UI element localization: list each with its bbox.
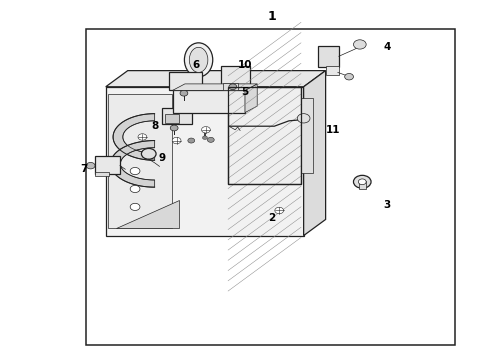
Bar <box>228 87 301 184</box>
Text: 10: 10 <box>238 60 252 70</box>
Circle shape <box>353 175 371 188</box>
Polygon shape <box>113 114 155 160</box>
Bar <box>106 87 304 235</box>
Polygon shape <box>172 84 257 90</box>
Text: 5: 5 <box>242 87 248 97</box>
Text: 2: 2 <box>268 213 275 222</box>
Circle shape <box>358 179 366 185</box>
Circle shape <box>297 114 310 123</box>
Bar <box>301 98 314 173</box>
Bar <box>223 83 238 90</box>
Bar <box>228 87 301 184</box>
Ellipse shape <box>189 47 208 72</box>
Bar <box>108 94 172 228</box>
Polygon shape <box>111 140 155 187</box>
Circle shape <box>130 185 140 193</box>
Circle shape <box>86 162 95 169</box>
Bar <box>169 72 202 90</box>
Bar <box>228 87 301 184</box>
Circle shape <box>138 134 147 140</box>
Circle shape <box>142 148 156 159</box>
Bar <box>86 30 455 345</box>
Circle shape <box>353 40 366 49</box>
Bar <box>318 45 339 67</box>
Circle shape <box>130 167 140 175</box>
Circle shape <box>207 137 214 142</box>
Circle shape <box>229 84 237 90</box>
Bar <box>165 114 178 123</box>
Polygon shape <box>116 200 179 228</box>
Bar <box>220 66 250 84</box>
Text: 8: 8 <box>151 121 158 131</box>
Circle shape <box>344 73 353 80</box>
Bar <box>172 90 245 113</box>
Bar <box>95 172 109 176</box>
Circle shape <box>202 136 207 139</box>
Circle shape <box>180 90 188 96</box>
Text: 6: 6 <box>193 60 200 70</box>
Polygon shape <box>106 71 326 87</box>
Ellipse shape <box>184 43 213 77</box>
Circle shape <box>130 203 140 211</box>
Circle shape <box>201 127 210 133</box>
Circle shape <box>172 137 181 144</box>
Bar <box>326 66 339 75</box>
Text: 3: 3 <box>383 200 391 210</box>
Bar <box>359 181 366 189</box>
Circle shape <box>188 138 195 143</box>
Polygon shape <box>245 84 257 113</box>
Bar <box>162 108 192 125</box>
Text: 11: 11 <box>326 125 340 135</box>
Circle shape <box>170 125 178 131</box>
Circle shape <box>275 207 284 214</box>
Text: 4: 4 <box>383 42 391 52</box>
Text: 1: 1 <box>268 10 276 23</box>
Text: 9: 9 <box>158 153 166 163</box>
Polygon shape <box>304 71 326 235</box>
Bar <box>95 156 120 174</box>
Text: 7: 7 <box>80 164 87 174</box>
